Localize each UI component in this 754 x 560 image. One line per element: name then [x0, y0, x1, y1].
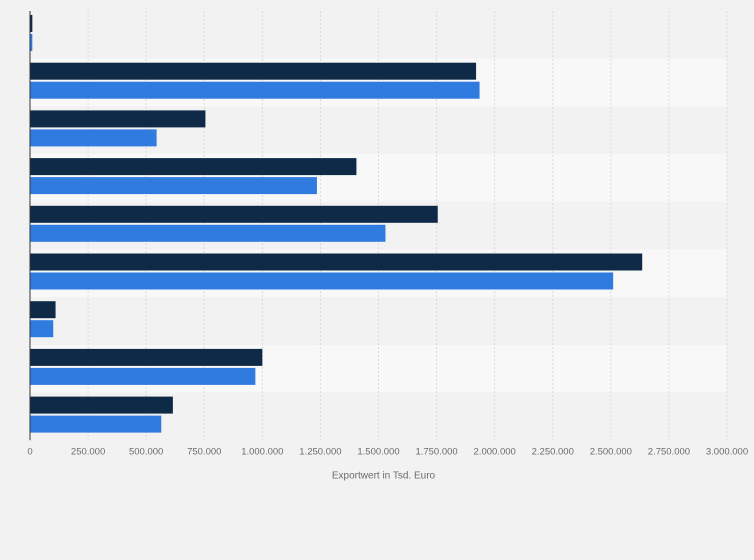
x-tick-label: 1.500.000 — [357, 446, 399, 457]
x-tick-label: 3.000.000 — [706, 446, 748, 457]
x-axis-title: Exportwert in Tsd. Euro — [332, 470, 436, 481]
bar-series2-row4 — [30, 177, 317, 195]
bar-series2-row7 — [30, 320, 54, 338]
bar-series2-row6 — [30, 272, 614, 290]
bar-series1-row5 — [30, 205, 438, 223]
bars — [30, 15, 643, 433]
row-band — [30, 11, 727, 59]
x-tick-label: 500.000 — [129, 446, 163, 457]
bar-series2-row8 — [30, 367, 256, 385]
bar-series2-row1 — [30, 34, 33, 51]
x-axis-ticks: 0 250.000 500.000 750.000 1.000.000 1.250.000… — [27, 446, 748, 457]
bar-series1-row8 — [30, 348, 263, 366]
bar-series1-row7 — [30, 301, 56, 319]
bar-series2-row5 — [30, 224, 386, 242]
bar-series1-row2 — [30, 62, 477, 80]
bar-series2-row2 — [30, 81, 480, 99]
x-tick-label: 1.750.000 — [415, 446, 457, 457]
x-tick-label: 2.750.000 — [648, 446, 690, 457]
x-tick-label: 2.500.000 — [590, 446, 632, 457]
bar-series1-row3 — [30, 110, 206, 128]
x-tick-label: 250.000 — [71, 446, 105, 457]
bar-series1-row1 — [30, 15, 33, 32]
bar-series2-row3 — [30, 129, 157, 147]
bar-series1-row9 — [30, 396, 173, 414]
x-tick-label: 1.000.000 — [241, 446, 283, 457]
x-tick-label: 0 — [27, 446, 32, 457]
bar-series1-row6 — [30, 253, 643, 271]
bar-series2-row9 — [30, 415, 162, 433]
x-tick-label: 2.000.000 — [474, 446, 516, 457]
x-tick-label: 1.250.000 — [299, 446, 341, 457]
bar-series1-row4 — [30, 158, 357, 176]
x-tick-label: 750.000 — [187, 446, 221, 457]
x-tick-label: 2.250.000 — [532, 446, 574, 457]
